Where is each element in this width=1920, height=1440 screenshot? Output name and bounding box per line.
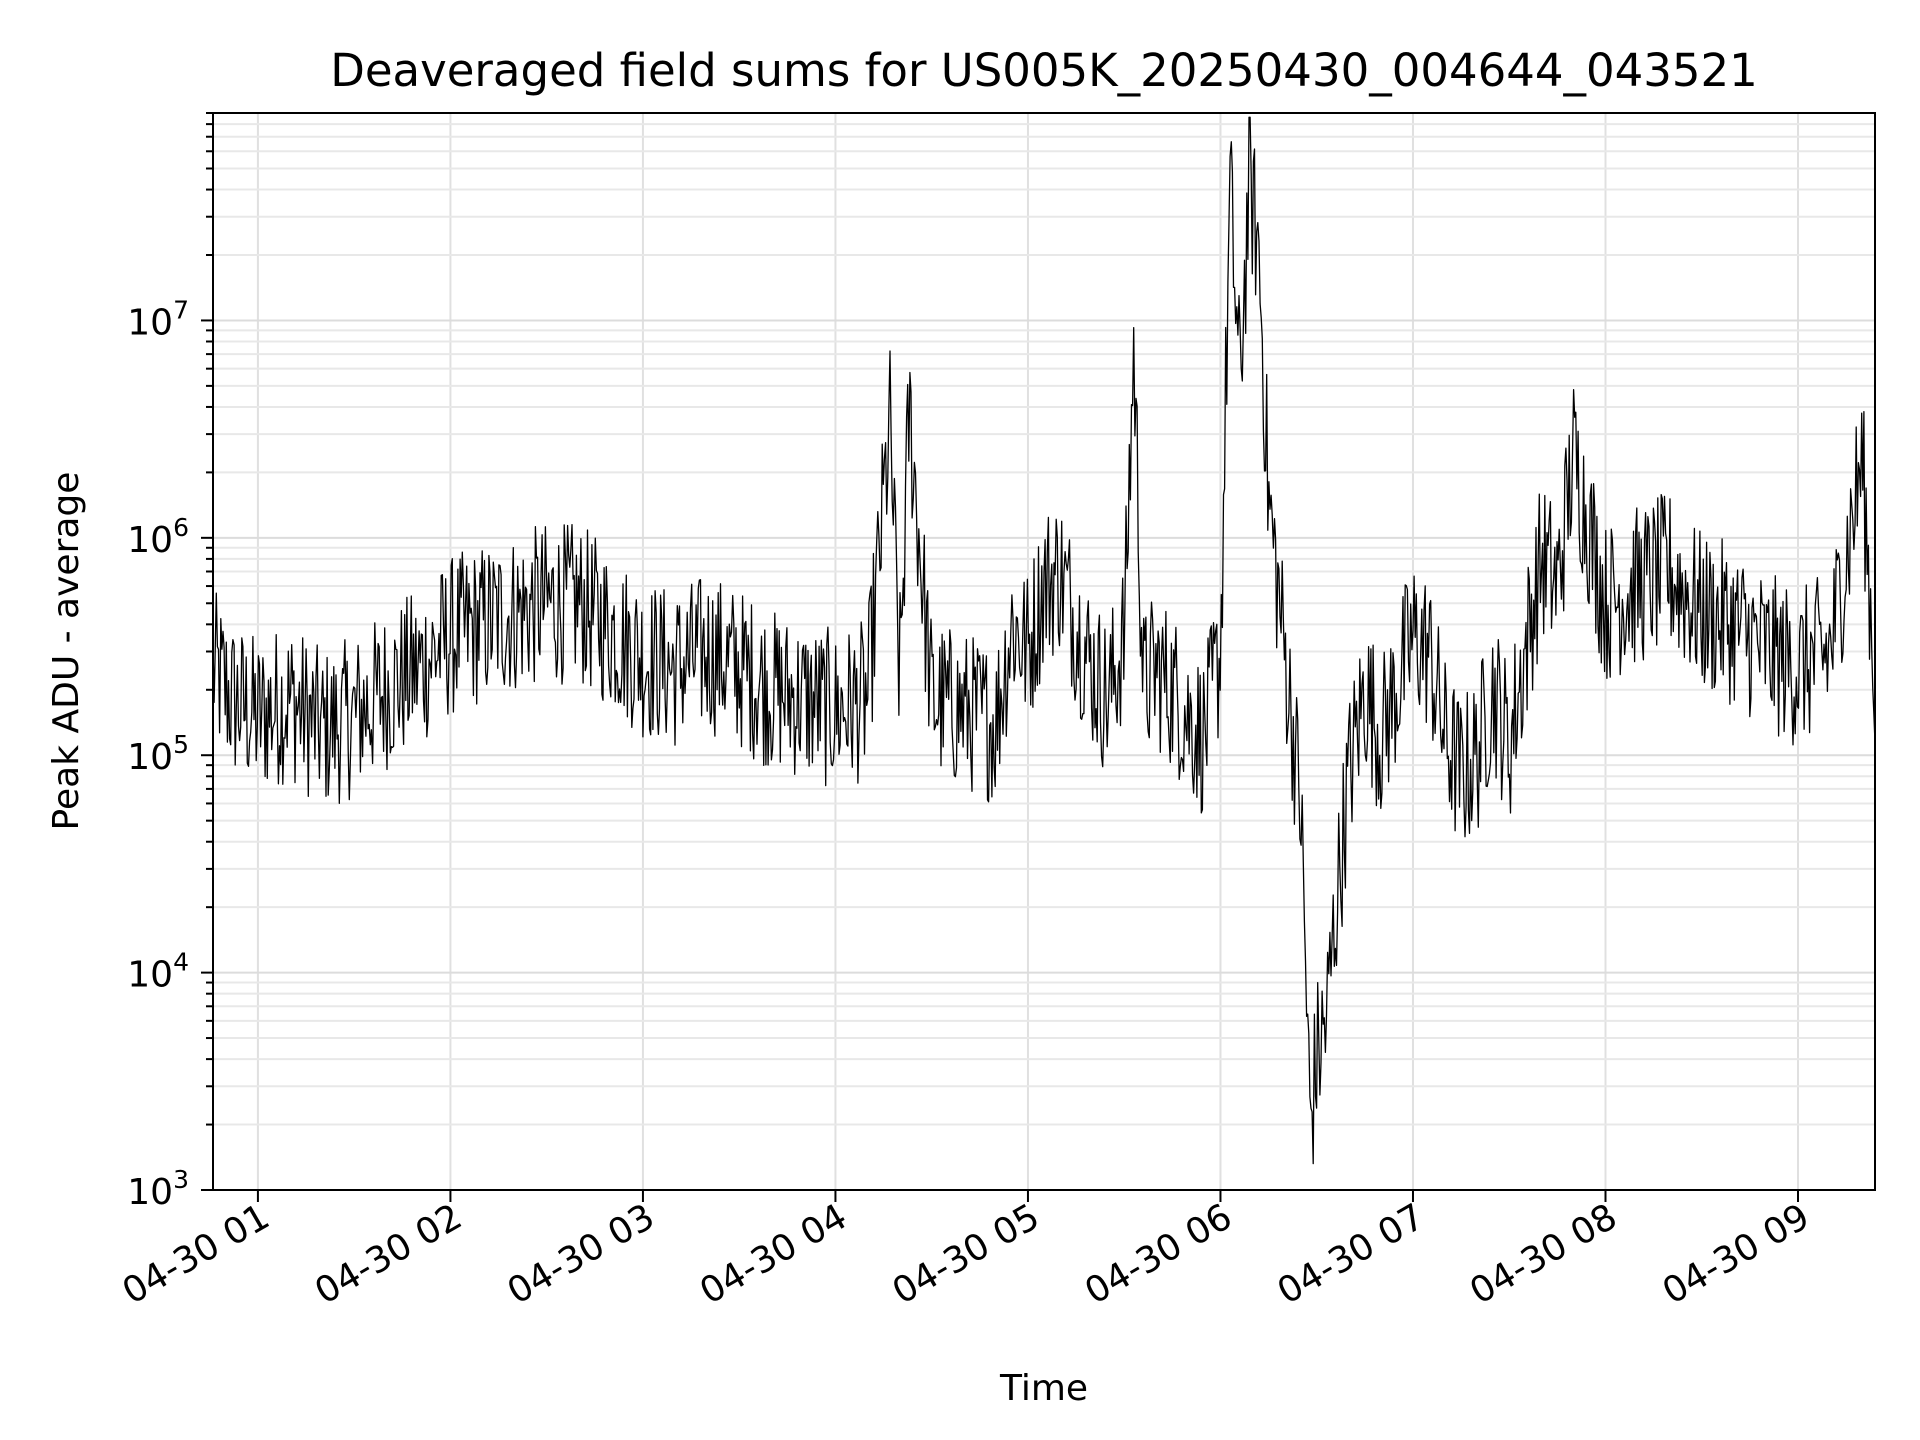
chart-title: Deaveraged field sums for US005K_2025043… bbox=[330, 44, 1758, 97]
y-tick-label: 106 bbox=[127, 513, 189, 561]
series-line-group bbox=[212, 116, 1876, 1165]
y-tick-label: 107 bbox=[127, 295, 189, 343]
y-tick-label: 103 bbox=[127, 1165, 189, 1213]
y-axis-label: Peak ADU - average bbox=[46, 472, 87, 831]
series-line bbox=[212, 116, 1876, 1165]
x-axis-label: Time bbox=[999, 1368, 1088, 1409]
y-tick-label: 105 bbox=[127, 730, 189, 778]
y-tick-label: 104 bbox=[127, 948, 189, 996]
